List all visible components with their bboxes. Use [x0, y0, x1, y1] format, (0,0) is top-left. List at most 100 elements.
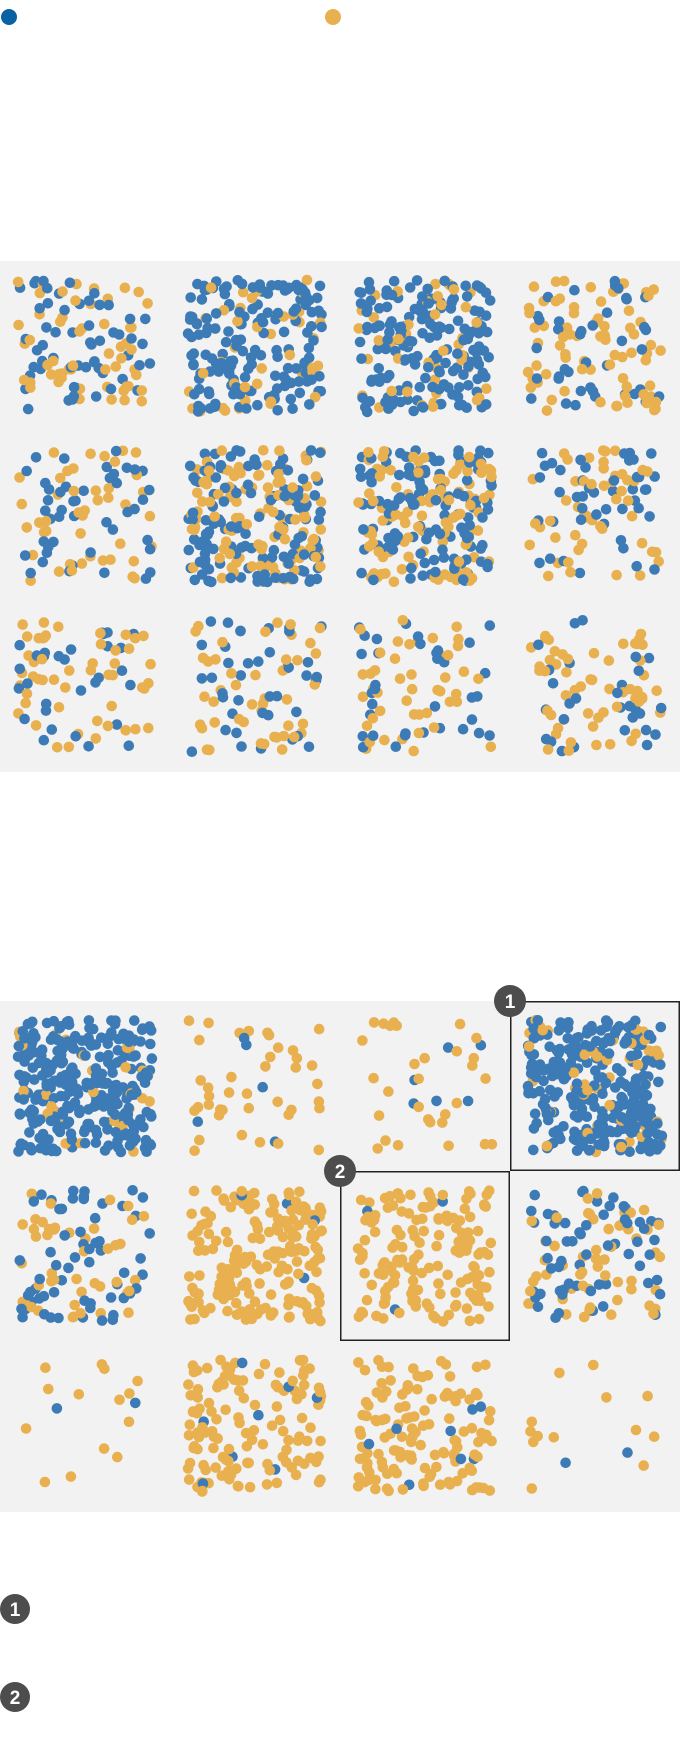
grid-1-cell-2-blue-point	[192, 406, 204, 417]
grid-2-cell-4-blue-point	[593, 1072, 604, 1083]
grid-2-cell-2-yellow-point	[194, 1134, 205, 1146]
grid-1-cell-10-blue-point	[196, 673, 208, 684]
grid-1-cell-2-blue-point	[192, 278, 203, 290]
grid-2-cell-4-blue-point	[641, 1111, 653, 1122]
grid-2-cell-9-yellow-point	[114, 1394, 125, 1406]
grid-2-cell-10-yellow-point	[192, 1384, 204, 1395]
grid-1-cell-7-blue-point	[355, 471, 367, 483]
grid-2-cell-1-blue-point	[107, 1085, 119, 1096]
grid-1-cell-6-yellow-point	[216, 572, 228, 584]
grid-2-cell-6-yellow-point	[277, 1247, 289, 1259]
grid-1-cell-6-yellow-point	[188, 524, 200, 536]
grid-1-cell-12-blue-point	[547, 678, 559, 689]
grid-2-cell-8-yellow-point	[590, 1244, 602, 1256]
grid-2-cell-6-yellow-point	[240, 1314, 252, 1325]
grid-2-cell-9-yellow-point	[20, 1423, 32, 1434]
grid-1-cell-7-blue-point	[415, 481, 426, 492]
grid-1-cell-11-yellow-point	[361, 720, 373, 732]
grid-2-cell-7-yellow-point	[424, 1201, 436, 1212]
grid-2-cell-4-yellow-point	[579, 1049, 591, 1061]
grid-1-cell-2-yellow-point	[219, 405, 231, 416]
grid-1-cell-2-blue-point	[218, 283, 230, 295]
grid-1-cell-8-blue-point	[644, 511, 655, 522]
grid-1-cell-7-yellow-point	[403, 551, 414, 563]
grid-1-cell-7-blue-point	[456, 522, 467, 533]
grid-1-cell-6-yellow-point	[301, 455, 312, 466]
grid-1-cell-2-blue-point	[283, 282, 295, 294]
grid-2-cell-4-blue-point	[631, 1089, 642, 1100]
grid-1-cell-8-blue-point	[574, 567, 586, 579]
grid-1-cell-8-yellow-point	[616, 485, 627, 497]
grid-2-cell-7-yellow-point	[408, 1265, 419, 1277]
grid-2-cell-4-blue-point	[615, 1076, 626, 1088]
grid-1-cell-3-blue-point	[361, 406, 373, 418]
grid-2-cell-8-yellow-point	[584, 1208, 596, 1220]
grid-1-cell-7-yellow-point	[353, 497, 364, 508]
grid-1-cell-3-yellow-point	[393, 333, 404, 345]
grid-1-cell-4-blue-point	[587, 320, 598, 331]
grid-1-cell-6-blue-point	[259, 569, 271, 580]
grid-1-cell-2-blue-point	[270, 370, 281, 382]
grid-2-cell-5-blue-point	[39, 1309, 50, 1320]
grid-2-cell-4-blue-point	[597, 1088, 608, 1100]
grid-2-cell-10-yellow-point	[224, 1370, 235, 1382]
grid-1-cell-12-blue-point	[564, 698, 575, 709]
grid-2-cell-5-blue-point	[22, 1289, 34, 1301]
grid-1-cell-6-yellow-point	[230, 512, 242, 524]
grid-2-cell-8-yellow-point	[606, 1309, 617, 1320]
grid-1-cell-5-blue-point	[48, 536, 59, 548]
grid-2-cell-1-blue-point	[136, 1024, 148, 1036]
grid-2-cell-6-yellow-point	[286, 1205, 297, 1216]
grid-2-cell-4-blue-point	[600, 1077, 612, 1089]
grid-2-cell-8-blue-point	[541, 1235, 552, 1247]
grid-2-cell-10-yellow-point	[187, 1406, 199, 1418]
grid-1-cell-10-yellow-point	[310, 648, 322, 659]
grid-2-cell-11-yellow-point	[434, 1479, 446, 1490]
grid-1-cell-7-yellow-point	[443, 494, 455, 506]
grid-1-cell-2-blue-point	[247, 303, 258, 315]
grid-1-cell-9-yellow-point	[90, 733, 102, 744]
grid-1-cell-1-blue-point	[83, 320, 95, 331]
grid-1-cell-7-blue-point	[368, 574, 379, 586]
grid-2-cell-3-yellow-point	[368, 1017, 380, 1028]
grid-1-cell-6-blue-point	[215, 460, 227, 471]
grid-1-cell-4-yellow-point	[528, 281, 540, 293]
grid-1-cell-5-blue-point	[25, 567, 36, 579]
grid-2-cell-5-blue-point	[69, 1252, 81, 1263]
grid-2-cell-6-yellow-point	[194, 1236, 205, 1248]
grid-2-cell-7-yellow-point	[437, 1189, 449, 1201]
grid-2-cell-4-yellow-point	[632, 1059, 644, 1071]
grid-1-cell-3-blue-point	[356, 353, 367, 365]
grid-2-cell-10-yellow-point	[184, 1419, 196, 1430]
grid-1-cell-4-yellow-point	[599, 321, 610, 332]
grid-1-cell-6-blue-point	[225, 521, 237, 532]
grid-2-cell-8-blue-point	[618, 1201, 630, 1212]
grid-1-cell-10-blue-point	[311, 671, 323, 683]
grid-2-cell-11-yellow-point	[371, 1387, 383, 1398]
grid-1-cell-8-yellow-point	[530, 518, 541, 529]
grid-1-cell-4-blue-point	[526, 393, 537, 404]
grid-2-cell-6-yellow-point	[282, 1278, 294, 1289]
grid-1-cell-11-blue-point	[390, 741, 402, 752]
grid-1-cell-7-yellow-point	[396, 564, 408, 575]
grid-2-cell-11-yellow-point	[361, 1462, 373, 1473]
grid-1-cell-11-blue-point	[472, 691, 483, 702]
grid-2-cell-1-blue-point	[35, 1114, 46, 1125]
grid-2-cell-2-yellow-point	[223, 1087, 235, 1098]
grid-2-cell-2-yellow-point	[313, 1023, 325, 1035]
grid-1-cell-1-yellow-point	[99, 318, 110, 330]
grid-1-cell-9-yellow-point	[106, 700, 117, 712]
grid-2-cell-6-yellow-point	[310, 1241, 321, 1253]
grid-1-cell-12-blue-point	[650, 729, 661, 740]
grid-2-cell-4-yellow-point	[523, 1041, 535, 1052]
grid-2-cell-11-yellow-point	[361, 1410, 372, 1422]
grid-2-cell-7-yellow-point	[454, 1215, 466, 1226]
grid-1-cell-4-yellow-point	[568, 307, 580, 319]
grid-2-cell-5-yellow-point	[71, 1273, 82, 1285]
grid-1-cell-1-blue-point	[89, 356, 100, 367]
grid-2-cell-7-yellow-point	[435, 1288, 446, 1300]
grid-1-cell-8-blue-point	[534, 472, 546, 483]
grid-2-cell-2-yellow-point	[226, 1071, 237, 1083]
grid-2-cell-7-yellow-point	[391, 1224, 403, 1236]
grid-1-cell-11-blue-point	[367, 698, 378, 710]
